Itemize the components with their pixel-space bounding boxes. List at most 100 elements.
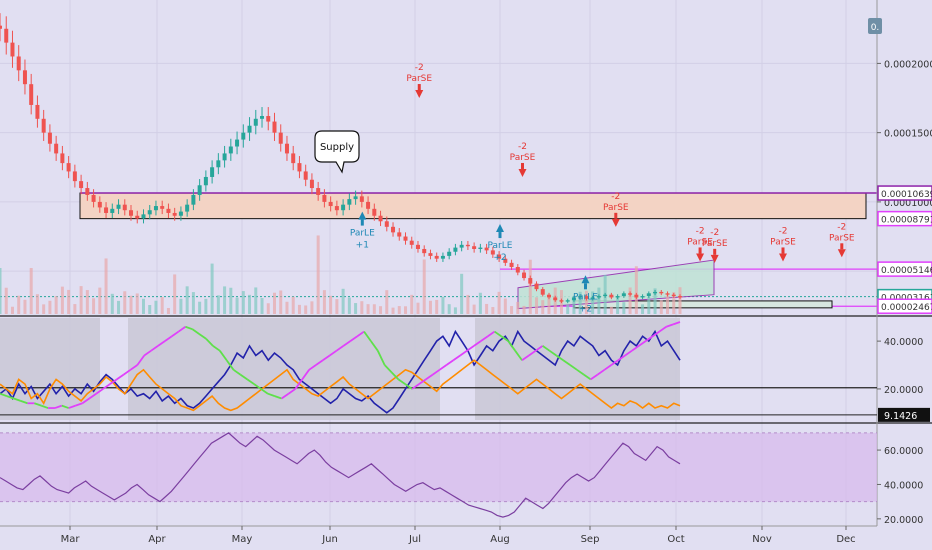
adx-segment <box>363 331 372 342</box>
regime-shade <box>0 318 100 420</box>
candle-body <box>497 254 502 259</box>
adx-segment <box>40 404 49 409</box>
price-tag-label: 0.00010639 <box>881 190 932 200</box>
adx-segment <box>81 397 90 405</box>
short-signal-arrow <box>710 254 719 263</box>
volume-bar <box>410 294 414 314</box>
time-tick-label: May <box>232 534 253 545</box>
candle-body <box>634 294 639 298</box>
volume-bar <box>634 266 638 314</box>
volume-bar <box>104 258 108 314</box>
candle-body <box>309 179 314 189</box>
adx-segment <box>562 359 571 366</box>
adx-segment <box>658 326 667 333</box>
price-tag-box <box>877 210 932 227</box>
volume-bar <box>173 274 177 314</box>
adx-segment <box>342 340 351 347</box>
symbol-badge[interactable]: 0. <box>868 18 882 34</box>
candle-body <box>596 296 601 298</box>
time-scale[interactable]: Mar Apr May Jun Jul Aug Sep Oct Nov Dec <box>61 526 856 545</box>
long-signal-stem <box>360 219 364 226</box>
time-axis-bg <box>0 526 932 550</box>
candle-body <box>91 194 96 202</box>
volume-bar <box>422 259 426 314</box>
candle-body <box>353 196 358 200</box>
candle-body <box>584 296 589 299</box>
adx-segment <box>521 354 530 361</box>
candle-body <box>540 289 545 295</box>
volume-bar <box>435 299 439 314</box>
candle-body <box>116 204 121 209</box>
volume-bar <box>304 305 308 314</box>
rsi-tick-label: 60.0000 <box>884 446 923 457</box>
candle-body <box>391 226 396 233</box>
adx-segment <box>157 340 166 347</box>
candle-body <box>147 210 152 215</box>
candle-body <box>122 204 127 211</box>
volume-bar <box>416 302 420 314</box>
adx-segment <box>610 359 619 366</box>
volume-bar <box>198 301 202 314</box>
volume-bar <box>584 290 588 314</box>
long-signal-stem <box>498 232 502 239</box>
volume-bar <box>566 304 570 314</box>
time-tick-label: Dec <box>836 534 855 545</box>
candle-body <box>328 201 333 207</box>
signal-qty: -2 <box>779 226 788 236</box>
candle-body <box>185 204 190 212</box>
adx-segment <box>102 383 111 390</box>
volume-bar <box>379 306 383 314</box>
regime-shade <box>176 318 440 420</box>
adx-segment <box>205 338 214 347</box>
adx-segment <box>397 378 406 385</box>
adx-segment <box>336 345 344 352</box>
adx-segment <box>164 335 173 342</box>
price-scale[interactable]: 0.00020000 0.00015000 0.000100000.00010639… <box>877 59 932 526</box>
adx-segment <box>136 354 145 366</box>
volume-bar <box>42 304 46 314</box>
candle-body <box>29 84 34 105</box>
candle-body <box>565 300 570 302</box>
candle-body <box>216 160 221 168</box>
short-signal-arrow <box>837 249 846 258</box>
adx-segment <box>13 397 21 402</box>
adx-segment <box>185 325 193 331</box>
volume-bar <box>578 291 582 314</box>
candle-body <box>459 244 464 248</box>
volume-bar <box>129 295 133 314</box>
adx-segment <box>267 392 276 397</box>
candle-body <box>197 185 202 195</box>
adx-segment <box>500 335 509 342</box>
candle-body <box>141 214 146 219</box>
adx-segment <box>219 350 228 361</box>
volume-bar <box>254 287 258 314</box>
volume-bar <box>316 235 320 314</box>
candle-body <box>210 167 215 177</box>
candle-body <box>621 293 626 297</box>
volume-bar <box>447 304 451 314</box>
adx-segment <box>287 388 296 395</box>
candle-body <box>434 255 439 259</box>
candle-body <box>384 221 389 227</box>
candle-body <box>172 212 177 216</box>
candle-body <box>578 296 583 298</box>
candle-body <box>160 206 165 209</box>
volume-bar <box>485 303 489 314</box>
adx-segment <box>322 354 331 361</box>
adx-segment <box>376 350 386 366</box>
volume-bar <box>366 304 370 314</box>
candle-body <box>465 244 470 247</box>
signal-label: ParLE <box>488 241 513 251</box>
volume-bar <box>92 298 96 314</box>
short-signal-arrow <box>779 253 787 262</box>
candle-body <box>447 251 452 256</box>
adx-segment <box>597 369 605 376</box>
volume-bar <box>17 295 21 314</box>
candle-body <box>522 272 527 279</box>
candle-body <box>79 181 84 189</box>
signal-qty: -2 <box>710 228 719 238</box>
volume-bar <box>428 300 432 314</box>
adx-segment <box>665 323 674 328</box>
adx-segment <box>439 364 447 371</box>
